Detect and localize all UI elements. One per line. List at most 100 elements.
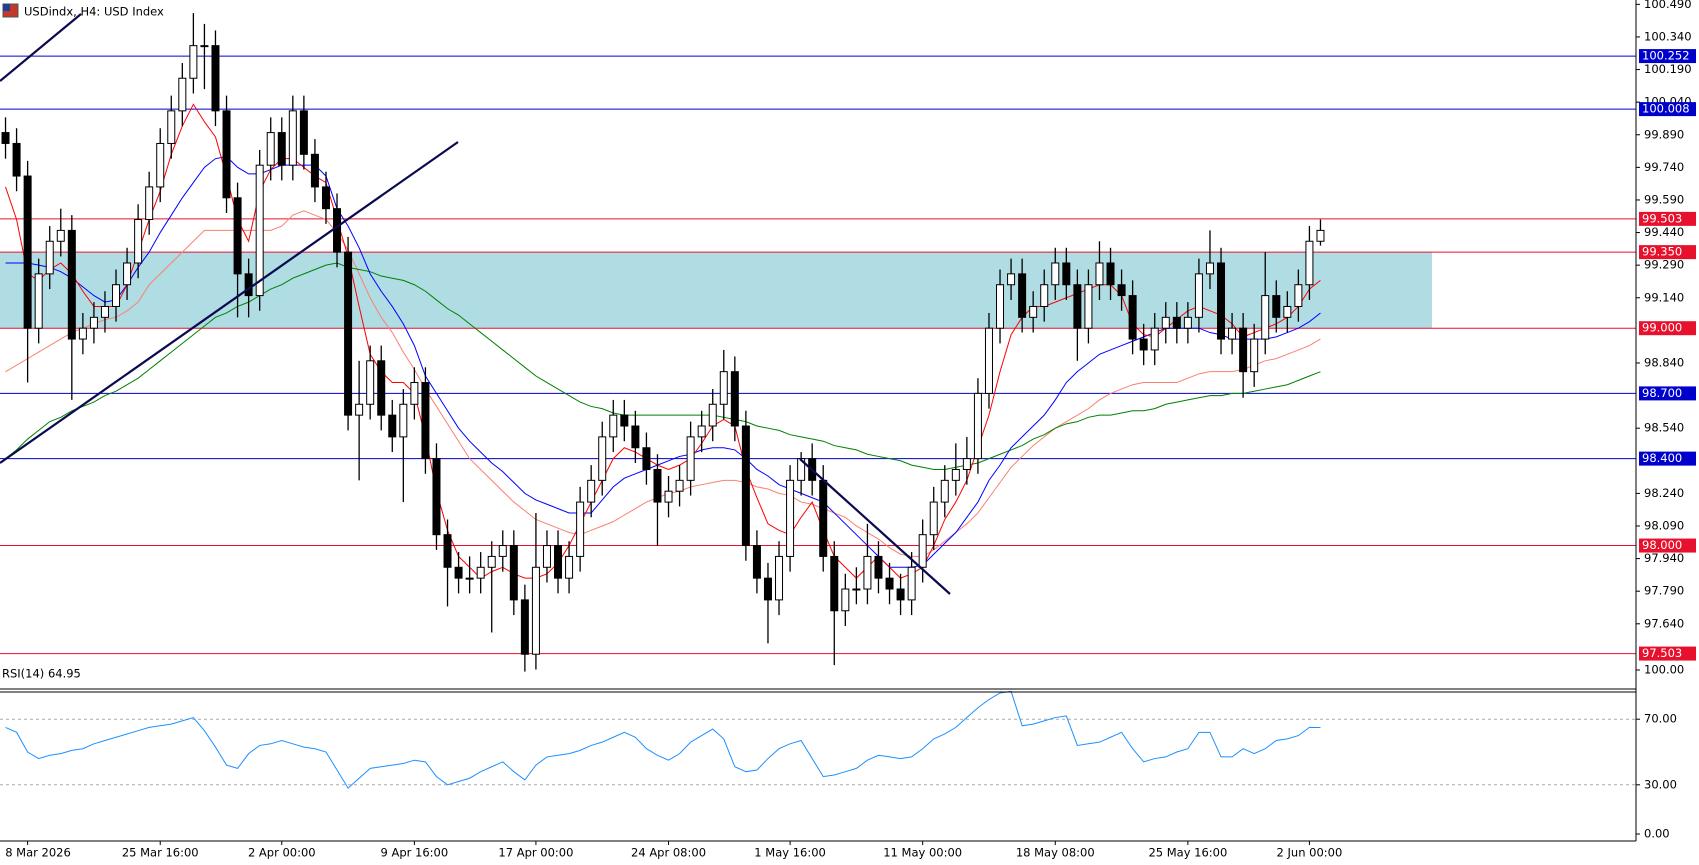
level-tag [1639,646,1696,661]
candle-body [907,566,916,601]
x-tick-label: 18 May 08:00 [1016,846,1095,860]
candle-body [1239,327,1248,373]
candle-body [531,566,540,655]
candle-body [34,273,43,329]
level-tag [1639,102,1696,117]
candle-body [333,208,342,253]
moving-average [5,262,1321,470]
candle-body [609,414,618,438]
candle-body [874,555,883,579]
candle-body [1183,316,1192,329]
level-tag-label: 99.503 [1642,211,1682,225]
candle-body [321,186,330,210]
candle-body [620,414,629,427]
candle-body [786,479,795,557]
x-tick-label: 24 Apr 08:00 [631,846,706,860]
candle-body [244,273,253,297]
level-tag-label: 100.252 [1642,49,1690,63]
trend-line [799,458,951,595]
moving-average [5,210,1321,557]
y-tick-label: 99.440 [1644,225,1684,239]
candle-body [123,262,132,286]
candle-body [1073,284,1082,329]
level-tag-label: 100.008 [1642,102,1690,116]
candle-body [1062,262,1071,286]
x-tick-label: 17 Apr 00:00 [498,846,573,860]
candle-body [763,577,772,601]
candle-body [631,425,640,449]
candle-body [841,588,850,612]
candle-body [642,447,651,470]
candle-body [565,555,574,579]
y-tick-label: 99.290 [1644,258,1684,272]
candle-body [730,371,739,427]
x-tick-label: 2 Apr 00:00 [248,846,316,860]
candle-body [996,284,1005,329]
candle-body [1250,338,1259,373]
candle-body [697,425,706,438]
y-tick-label: 97.940 [1644,551,1684,565]
y-tick-label: 100.190 [1644,62,1692,76]
y-tick-label: 70.00 [1644,712,1677,726]
candle-body [752,545,761,579]
candle-body [89,316,98,329]
candle-body [1051,262,1060,286]
candle-body [1117,284,1126,297]
y-tick-label: 98.540 [1644,421,1684,435]
candle-body [233,197,242,275]
candle-body [1217,262,1226,340]
y-tick-label: 99.740 [1644,160,1684,174]
candle-body [1007,273,1016,286]
y-tick-label: 100.490 [1644,0,1692,11]
candle-body [1018,273,1027,318]
candle-body [421,382,430,460]
indicator-title: RSI(14) 64.95 [2,667,81,681]
level-tag [1639,386,1696,401]
candle-body [852,588,861,591]
y-tick-label: 98.090 [1644,518,1684,532]
candle-body [134,219,143,264]
candle-body [1128,295,1137,340]
candle-body [520,599,529,655]
candle-body [476,566,485,579]
candle-body [719,371,728,405]
candle-body [200,45,209,48]
candle-body [189,45,198,79]
candle-body [355,403,364,416]
candle-body [598,436,607,481]
candle-body [299,110,308,155]
candle-body [940,479,949,503]
candle-body [156,142,165,188]
x-tick-label: 1 May 16:00 [754,846,826,860]
y-tick-label: 98.240 [1644,486,1684,500]
candle-body [410,382,419,405]
x-tick-label: 9 Apr 16:00 [381,846,449,860]
level-tag-label: 98.000 [1642,538,1682,552]
candle-body [962,458,971,470]
candle-body [1228,327,1237,340]
candle-body [178,77,187,112]
candle-body [1150,327,1159,351]
y-tick-label: 0.00 [1644,827,1670,841]
level-tag [1639,321,1696,336]
y-tick-label: 97.640 [1644,616,1684,630]
candle-body [675,479,684,492]
candle-body [1172,316,1181,329]
level-tag-label: 97.503 [1642,646,1682,660]
candle-body [454,566,463,579]
candle-body [576,501,585,557]
candle-body [509,545,518,601]
candle-body [918,534,927,568]
candle-body [686,436,695,481]
candle-body [310,153,319,188]
candle-body [1139,338,1148,351]
candle-body [1205,262,1214,275]
candle-body [554,545,563,579]
y-tick-label: 99.140 [1644,290,1684,304]
candle-body [1294,284,1303,307]
candle-body [266,132,275,166]
trend-line [0,141,459,464]
y-tick-label: 98.840 [1644,355,1684,369]
